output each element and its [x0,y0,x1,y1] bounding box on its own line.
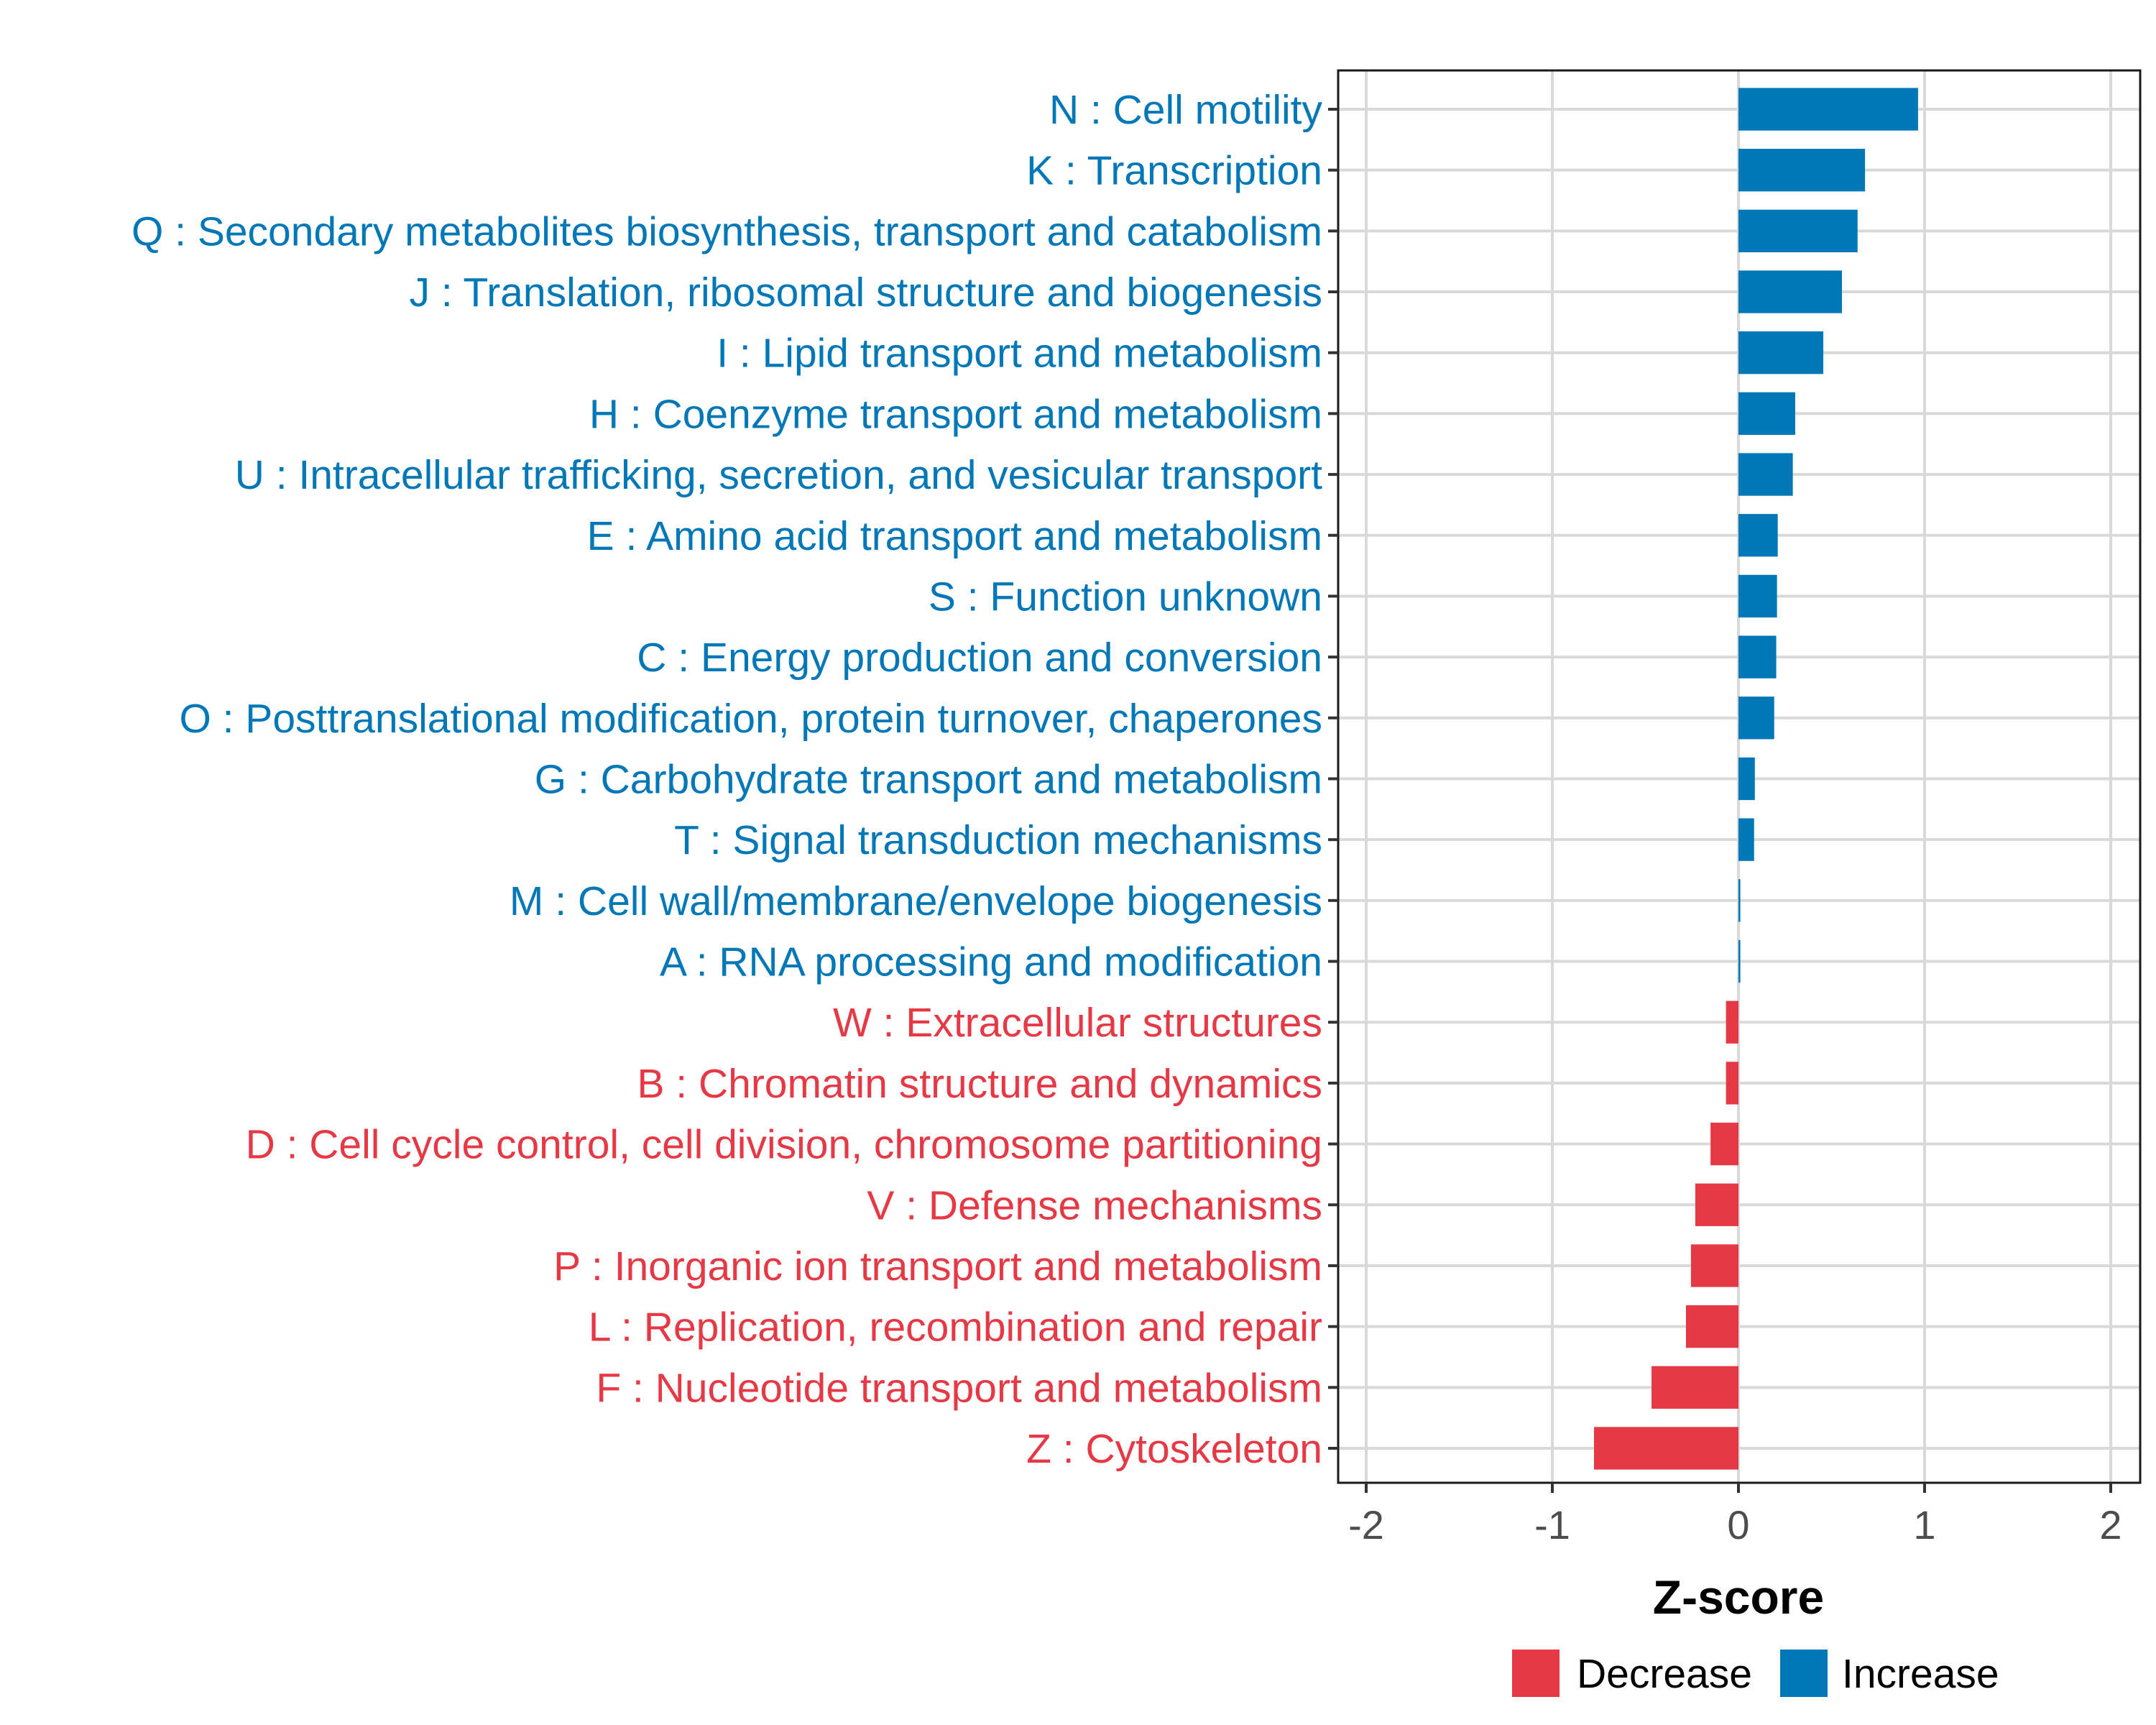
legend-key-decrease [1512,1650,1560,1697]
x-tick-label: -1 [1534,1502,1570,1547]
bar-o [1738,696,1774,740]
legend: Decrease Increase [1512,1650,1999,1697]
y-tick-label: J : Translation, ribosomal structure and… [410,270,1322,316]
x-axis: -2 -1 0 1 2 [1348,1483,2122,1547]
bar-d [1710,1122,1738,1166]
legend-key-increase [1780,1650,1828,1697]
y-tick-label: Q : Secondary metabolites biosynthesis, … [132,208,1322,254]
bar-a [1738,939,1741,983]
y-tick-label: I : Lipid transport and metabolism [717,331,1322,377]
bar-l [1685,1305,1738,1348]
y-tick-label: U : Intracellular trafficking, secretion… [235,452,1322,498]
y-tick-label: H : Coenzyme transport and metabolism [589,391,1322,437]
y-tick-label: E : Amino acid transport and metabolism [587,513,1322,559]
x-tick-label: 1 [1913,1502,1935,1547]
y-axis: N : Cell motility K : Transcription Q : Se… [132,87,1338,1472]
y-tick-label: G : Carbohydrate transport and metabolis… [535,757,1322,803]
x-tick-label: -2 [1348,1502,1384,1547]
bar-t [1738,818,1754,861]
y-tick-label: T : Signal transduction mechanisms [674,817,1322,863]
x-tick-label: 2 [2099,1502,2122,1547]
bar-m [1738,879,1741,922]
bar-n [1738,88,1918,131]
y-tick-label: F : Nucleotide transport and metabolism [596,1365,1322,1411]
y-tick-label: O : Posttranslational modification, prot… [179,696,1322,742]
x-tick-label: 0 [1727,1502,1749,1547]
bar-f [1651,1366,1738,1409]
bar-s [1738,574,1777,618]
y-tick-label: D : Cell cycle control, cell division, c… [246,1122,1322,1168]
bar-q [1738,209,1858,253]
y-tick-label: A : RNA processing and modification [660,939,1322,985]
bars [1594,88,1918,1470]
y-tick-label: Z : Cytoskeleton [1026,1426,1322,1472]
legend-label-decrease: Decrease [1577,1651,1752,1697]
bar-e [1738,514,1778,557]
y-tick-label: K : Transcription [1026,148,1322,194]
y-tick-label: M : Cell wall/membrane/envelope biogenes… [510,878,1322,924]
bar-v [1695,1183,1738,1226]
legend-label-increase: Increase [1842,1651,1999,1697]
y-tick-label: S : Function unknown [929,574,1322,620]
bar-b [1726,1062,1738,1105]
y-tick-label: W : Extracellular structures [833,1000,1322,1046]
bar-c [1738,635,1777,678]
x-axis-title: Z-score [1653,1570,1824,1624]
bar-h [1738,392,1795,436]
bar-p [1690,1244,1738,1287]
bar-u [1738,453,1793,496]
bar-z [1594,1427,1738,1470]
y-tick-label: L : Replication, recombination and repai… [589,1305,1322,1351]
y-tick-label: V : Defense mechanisms [867,1182,1322,1228]
bar-j [1738,270,1843,313]
y-tick-label: P : Inorganic ion transport and metaboli… [553,1243,1322,1289]
y-tick-label: C : Energy production and conversion [637,635,1322,681]
bar-g [1738,757,1755,801]
bar-w [1726,1000,1738,1044]
y-tick-label: B : Chromatin structure and dynamics [637,1061,1322,1107]
bar-k [1738,149,1866,192]
y-tick-label: N : Cell motility [1049,87,1323,133]
bar-i [1738,331,1824,374]
